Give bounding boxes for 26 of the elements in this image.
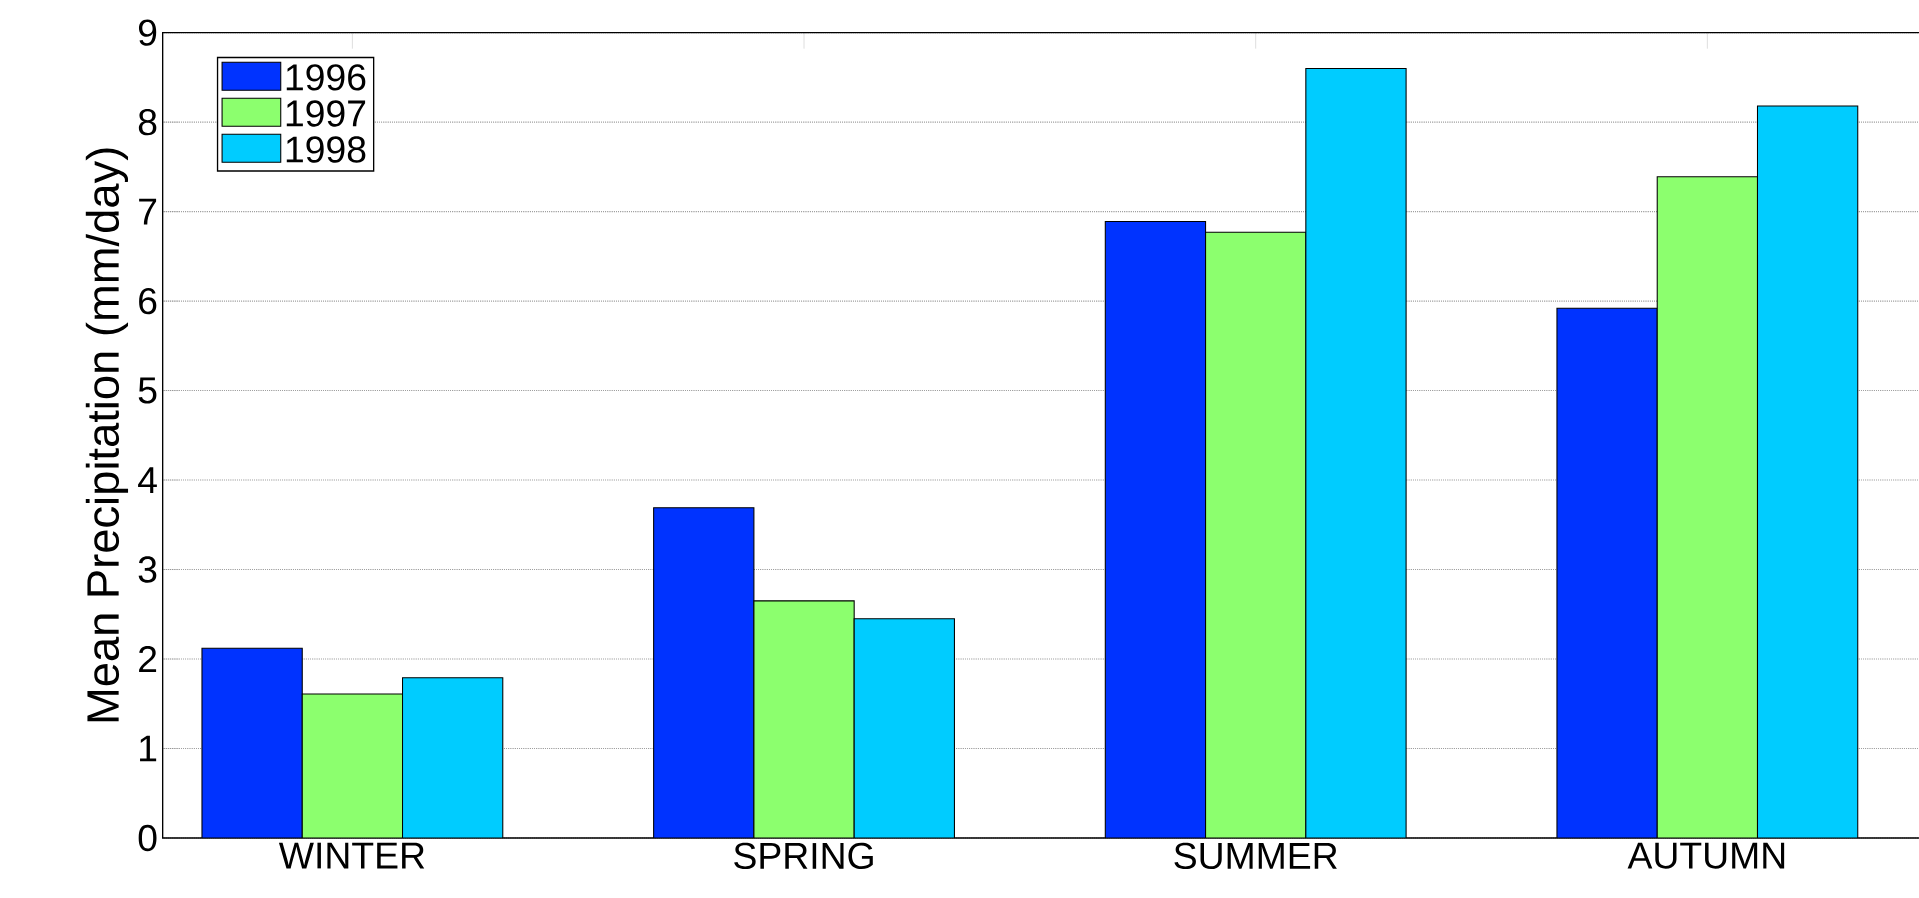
bar	[401, 677, 504, 838]
y-tick-label: 3	[138, 556, 157, 583]
legend-label: 1997	[286, 100, 366, 127]
bar	[853, 618, 955, 838]
y-tick-label: 1	[140, 735, 157, 762]
bar	[1756, 105, 1859, 838]
bar	[301, 693, 404, 838]
y-tick-label: 2	[139, 646, 157, 673]
x-tick-label: AUTUMN	[1627, 842, 1785, 869]
y-tick-label: 5	[138, 377, 157, 404]
bar	[1205, 231, 1307, 838]
y-tick-label: 9	[138, 19, 157, 46]
y-tick-label: 4	[138, 467, 157, 493]
x-tick-label: SPRING	[734, 842, 873, 870]
y-tick-label: 0	[138, 824, 157, 852]
y-tick-label: 8	[138, 108, 157, 136]
legend-label: 1998	[286, 136, 366, 163]
x-tick-label: WINTER	[278, 842, 425, 869]
bar	[1305, 67, 1407, 838]
legend-label: 1996	[286, 64, 366, 91]
x-tick-label: SUMMER	[1174, 842, 1337, 870]
bar	[1656, 176, 1759, 838]
y-tick-label: 6	[139, 287, 157, 315]
y-tick-label: 7	[139, 198, 157, 225]
bar	[753, 600, 855, 838]
y-axis-title: Mean Precipitation (mm/day)	[85, 148, 129, 722]
